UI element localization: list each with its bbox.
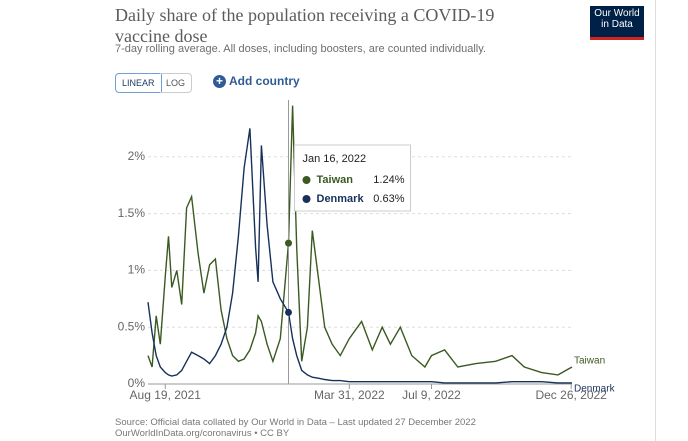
y-tick-label: 1% [128, 263, 146, 277]
plus-icon: + [213, 75, 226, 88]
source-line: OurWorldInData.org/coronavirus • CC BY [115, 428, 290, 439]
add-country-button[interactable]: + Add country [213, 74, 300, 88]
chart-title: Daily share of the population receiving … [115, 5, 495, 46]
y-tick-label: 0% [128, 376, 146, 390]
tooltip-date: Jan 16, 2022 [303, 153, 367, 165]
add-country-label: Add country [229, 74, 300, 88]
tooltip-name: Taiwan [317, 174, 354, 186]
x-tick-label: Mar 31, 2022 [314, 388, 385, 402]
logo-line: Our World [594, 8, 640, 19]
tooltip-name: Denmark [317, 193, 365, 205]
x-tick-label: Dec 26, 2022 [535, 388, 607, 402]
tooltip-value: 0.63% [373, 193, 404, 205]
source-line: Source: Official data collated by Our Wo… [115, 417, 476, 428]
tooltip-swatch [302, 176, 311, 184]
linear-button[interactable]: LINEAR [115, 73, 162, 93]
source: Source: Official data collated by Our Wo… [115, 417, 476, 439]
tooltip-box [294, 144, 412, 212]
log-button[interactable]: LOG [160, 73, 193, 93]
y-tick-label: 2% [128, 149, 146, 163]
x-tick-label: Aug 19, 2021 [130, 388, 202, 402]
logo-line: in Data [601, 19, 633, 30]
frame [655, 0, 656, 441]
x-tick-label: Jul 9, 2022 [402, 388, 461, 402]
y-tick-label: 1.5% [118, 206, 146, 220]
logo[interactable]: Our World in Data [590, 6, 644, 40]
tooltip-swatch [302, 195, 311, 203]
series-end-label: Taiwan [574, 356, 605, 367]
tooltip-value: 1.24% [373, 174, 404, 186]
chart: 0% 0.5% 1% 1.5% 2% Aug 19, 2021 Mar 31, 2022 Ju… [118, 100, 616, 402]
hover-point [285, 308, 293, 316]
y-tick-label: 0.5% [118, 319, 146, 333]
chart-subtitle: 7-day rolling average. All doses, includ… [115, 43, 486, 55]
hover-point [285, 239, 293, 247]
series-end-label: Denmark [574, 384, 616, 395]
